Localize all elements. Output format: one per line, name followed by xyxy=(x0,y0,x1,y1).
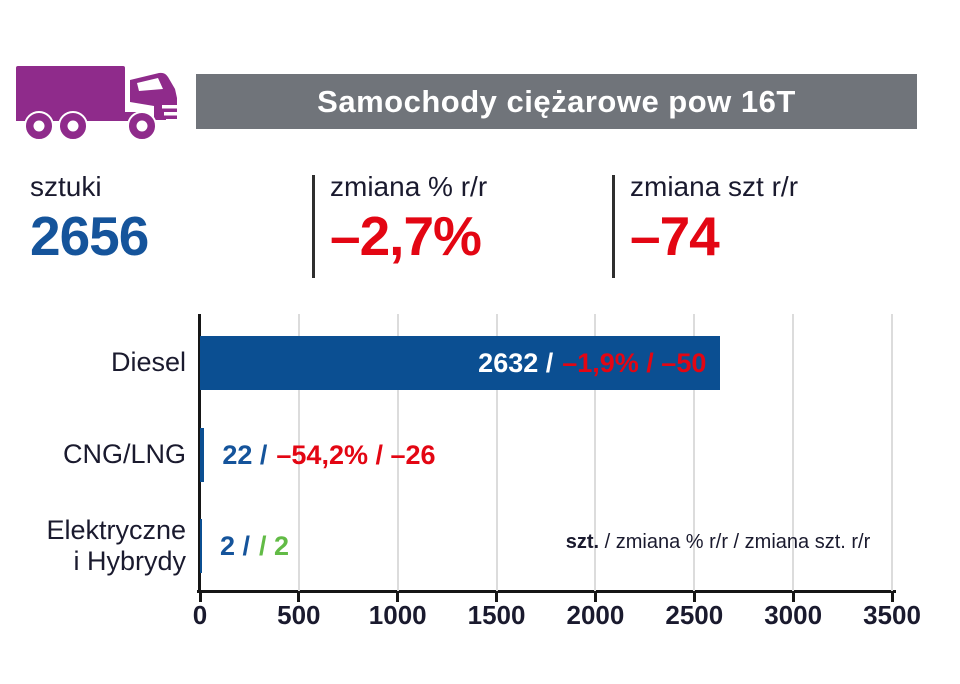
stat-units-value: 2656 xyxy=(30,204,149,267)
bar-change-value: / 2 xyxy=(259,530,290,561)
legend-note-rest: / zmiana % r/r / zmiana szt. r/r xyxy=(599,531,871,553)
stat-units: sztuki 2656 xyxy=(30,171,149,267)
x-tick-label: 3500 xyxy=(863,600,921,630)
stat-change-units-value: –74 xyxy=(630,204,720,267)
gridline xyxy=(891,314,893,591)
y-axis-line xyxy=(198,314,201,592)
axis-tick xyxy=(297,593,301,602)
bar: 2632 / –1,9% / –50 xyxy=(200,336,721,390)
bar-units-value: 2632 / xyxy=(478,347,554,378)
truck-icon xyxy=(16,66,182,141)
legend-note: szt. / zmiana % r/r / zmiana szt. r/r xyxy=(540,531,896,554)
bar-value-label: 22 / –54,2% / –26 xyxy=(222,428,435,482)
axis-tick xyxy=(890,593,894,602)
x-tick-label: 2000 xyxy=(566,600,625,630)
category-label: Diesel xyxy=(110,347,186,378)
category-label: Elektryczne i Hybrydy xyxy=(46,514,186,576)
gridline xyxy=(594,314,597,591)
axis-tick xyxy=(396,593,400,602)
stat-units-label: sztuki xyxy=(30,171,102,202)
gridline xyxy=(693,314,696,591)
plot-area: 2632 / –1,9% / –50 22 / –54,2% / –26 2 / / 2 xyxy=(197,314,896,602)
gridline xyxy=(495,314,498,591)
gridline xyxy=(792,314,795,591)
x-tick-label: 0 xyxy=(192,600,208,630)
bar xyxy=(200,428,205,482)
bar-value-label: 2 / / 2 xyxy=(220,519,289,573)
stat-change-percent-value: –2,7% xyxy=(330,204,482,267)
axis-tick xyxy=(692,593,696,602)
bar-change-value: –54,2% / –26 xyxy=(276,439,436,470)
x-tick-label: 2500 xyxy=(665,600,724,630)
bar-units-value: 2 / xyxy=(220,530,251,561)
bar-change-value: –1,9% / –50 xyxy=(562,347,707,378)
axis-tick xyxy=(495,593,499,602)
category-label: CNG/LNG xyxy=(62,439,186,470)
bar-units-value: 22 / xyxy=(222,439,268,470)
stat-change-units-label: zmiana szt r/r xyxy=(630,171,799,202)
bar-value-label: 2632 / –1,9% / –50 xyxy=(200,336,720,390)
bar xyxy=(200,519,202,573)
stat-divider xyxy=(312,175,315,278)
axis-tick xyxy=(791,593,795,602)
stat-divider xyxy=(612,175,615,278)
x-tick-label: 1500 xyxy=(467,600,526,630)
axis-tick xyxy=(593,593,597,602)
gridline xyxy=(297,314,300,591)
header-bar: Samochody ciężarowe pow 16T xyxy=(196,74,917,129)
bar-chart: 2632 /–1,9% / –50 22 /–54,2% / –26 2 // 2 … xyxy=(0,314,960,654)
gridline xyxy=(396,314,399,591)
stat-change-percent-label: zmiana % r/r xyxy=(330,171,488,202)
x-tick-label: 1000 xyxy=(368,600,427,630)
x-tick-label: 3000 xyxy=(764,600,823,630)
legend-note-prefix: szt. xyxy=(565,531,600,553)
stat-change-percent: zmiana % r/r –2,7% xyxy=(330,171,488,267)
page-title: Samochody ciężarowe pow 16T xyxy=(317,83,796,119)
x-tick-label: 500 xyxy=(277,600,321,630)
x-axis-line xyxy=(197,590,896,593)
stat-change-units: zmiana szt r/r –74 xyxy=(630,171,799,267)
axis-tick xyxy=(198,593,202,602)
